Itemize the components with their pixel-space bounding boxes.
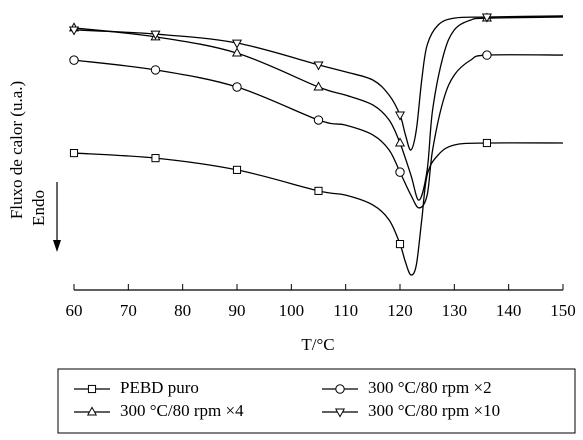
marker [481,13,492,23]
marker [335,384,345,394]
y-axis-label: Fluxo de calor (u.a.) [7,81,26,219]
marker [69,55,79,65]
marker [313,81,324,91]
marker [314,186,323,195]
marker [394,137,406,147]
x-tick-label: 90 [229,301,246,320]
marker [395,240,405,249]
x-tick-label: 60 [66,301,83,320]
marker [151,154,160,163]
marker [482,138,492,148]
x-tick-label: 120 [387,301,413,320]
x-tick-label: 140 [496,301,522,320]
x-tick-label: 70 [120,301,137,320]
series-line [73,15,564,151]
legend-label: PEBD puro [120,378,199,397]
x-tick-label: 100 [279,301,305,320]
legend-label: 300 °C/80 rpm ×4 [120,401,244,420]
marker [69,149,79,158]
marker [232,165,242,174]
legend-label: 300 °C/80 rpm ×2 [368,378,492,397]
x-axis-label: T/°C [301,335,334,354]
series-line [73,54,564,209]
x-tick-label: 110 [333,301,358,320]
legend [57,368,576,434]
series-line [73,142,564,276]
marker [334,408,346,418]
endo-arrow-head [53,240,61,252]
marker [86,406,98,416]
marker [394,111,406,121]
marker [87,384,97,394]
series-line [73,16,564,201]
marker [231,39,243,49]
marker [313,61,324,71]
direction-label: Endo [29,190,48,226]
marker [313,115,324,125]
x-tick-label: 150 [550,301,576,320]
marker [231,47,243,57]
marker [232,82,242,92]
marker [150,65,161,75]
marker [482,50,492,60]
legend-label: 300 °C/80 rpm ×10 [368,401,500,420]
x-tick-label: 80 [174,301,191,320]
marker [68,26,80,36]
marker [150,30,161,40]
marker [395,167,405,177]
x-tick-label: 130 [442,301,468,320]
